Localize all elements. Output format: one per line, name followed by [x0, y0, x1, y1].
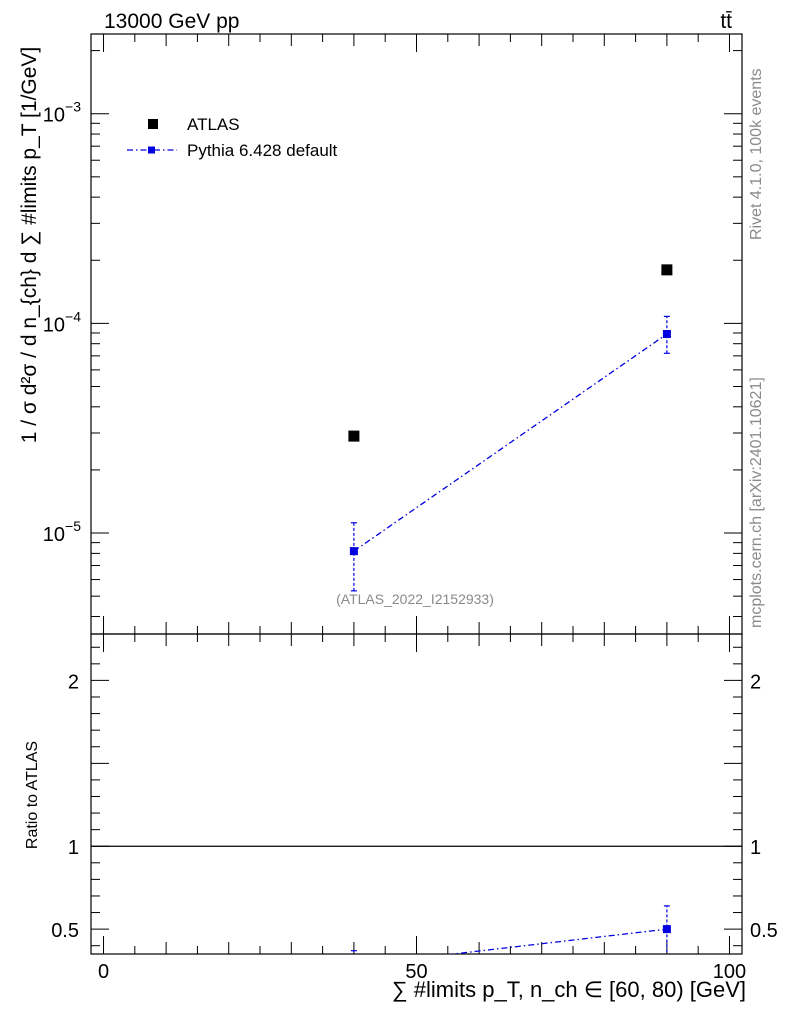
site-label: mcplots.cern.ch [arXiv:2401.10621] — [748, 377, 765, 628]
version-label: Rivet 4.1.0, 100k events — [748, 68, 765, 240]
ratio-plot-panel: 0.5 0.5 1 1 2 2 0 50 100 — [51, 633, 778, 983]
ratio-ytick-label-right: 2 — [750, 671, 761, 693]
mc-point — [349, 547, 358, 556]
ratio-ytick-label: 2 — [68, 671, 79, 693]
main-plot-panel: 10−5 10−4 10−3 — [43, 33, 743, 635]
ratio-mc-series — [350, 905, 671, 970]
ratio-ytick-labels: 0.5 0.5 1 1 2 2 — [51, 671, 778, 942]
ratio-plot-frame — [90, 633, 743, 955]
analysis-label: (ATLAS_2022_I2152933) — [336, 591, 494, 607]
ratio-ytick-label-right: 0.5 — [750, 920, 778, 942]
main-ytick-label: 10−4 — [43, 308, 81, 336]
main-series — [348, 264, 673, 592]
main-ytick-labels: 10−5 10−4 10−3 — [43, 99, 81, 546]
process-label: 13000 GeV pp — [104, 10, 239, 33]
ratio-axis-ticks — [91, 634, 742, 954]
ratio-series — [91, 845, 742, 970]
xtick-labels: 0 50 100 — [98, 961, 746, 983]
mc-series-line — [353, 333, 668, 552]
xtick-label: 50 — [405, 961, 427, 983]
legend-pythia-label: Pythia 6.428 default — [187, 141, 338, 160]
xtick-label: 0 — [98, 961, 109, 983]
main-ylabel: 1 / σ d²σ / d n_{ch} d ∑ #limits p_T [1/… — [18, 47, 41, 444]
ratio-mc-point — [350, 962, 358, 970]
ratio-ytick-label-right: 1 — [750, 837, 761, 859]
main-ytick-label: 10−5 — [43, 518, 81, 546]
atlas-point — [661, 264, 673, 276]
xlabel: ∑ #limits p_T, n_ch ∈ [60, 80) [GeV] — [392, 977, 746, 1002]
ratio-mc-point — [662, 925, 671, 934]
ratio-mc-line — [447, 928, 667, 954]
xtick-label: 100 — [713, 961, 746, 983]
legend-pythia-marker — [148, 146, 155, 154]
ratio-ytick-label: 0.5 — [51, 920, 79, 942]
main-ytick-label: 10−3 — [43, 99, 81, 127]
final-state-label: tt̄ — [720, 10, 732, 33]
ratio-ylabel: Ratio to ATLAS — [24, 741, 41, 849]
ratio-ytick-label: 1 — [68, 837, 79, 859]
mc-point — [662, 329, 671, 338]
atlas-point — [348, 430, 360, 442]
legend: ATLAS Pythia 6.428 default — [127, 115, 338, 160]
main-axis-ticks — [91, 34, 742, 634]
legend-atlas-marker — [148, 119, 158, 129]
legend-atlas-label: ATLAS — [187, 115, 240, 134]
